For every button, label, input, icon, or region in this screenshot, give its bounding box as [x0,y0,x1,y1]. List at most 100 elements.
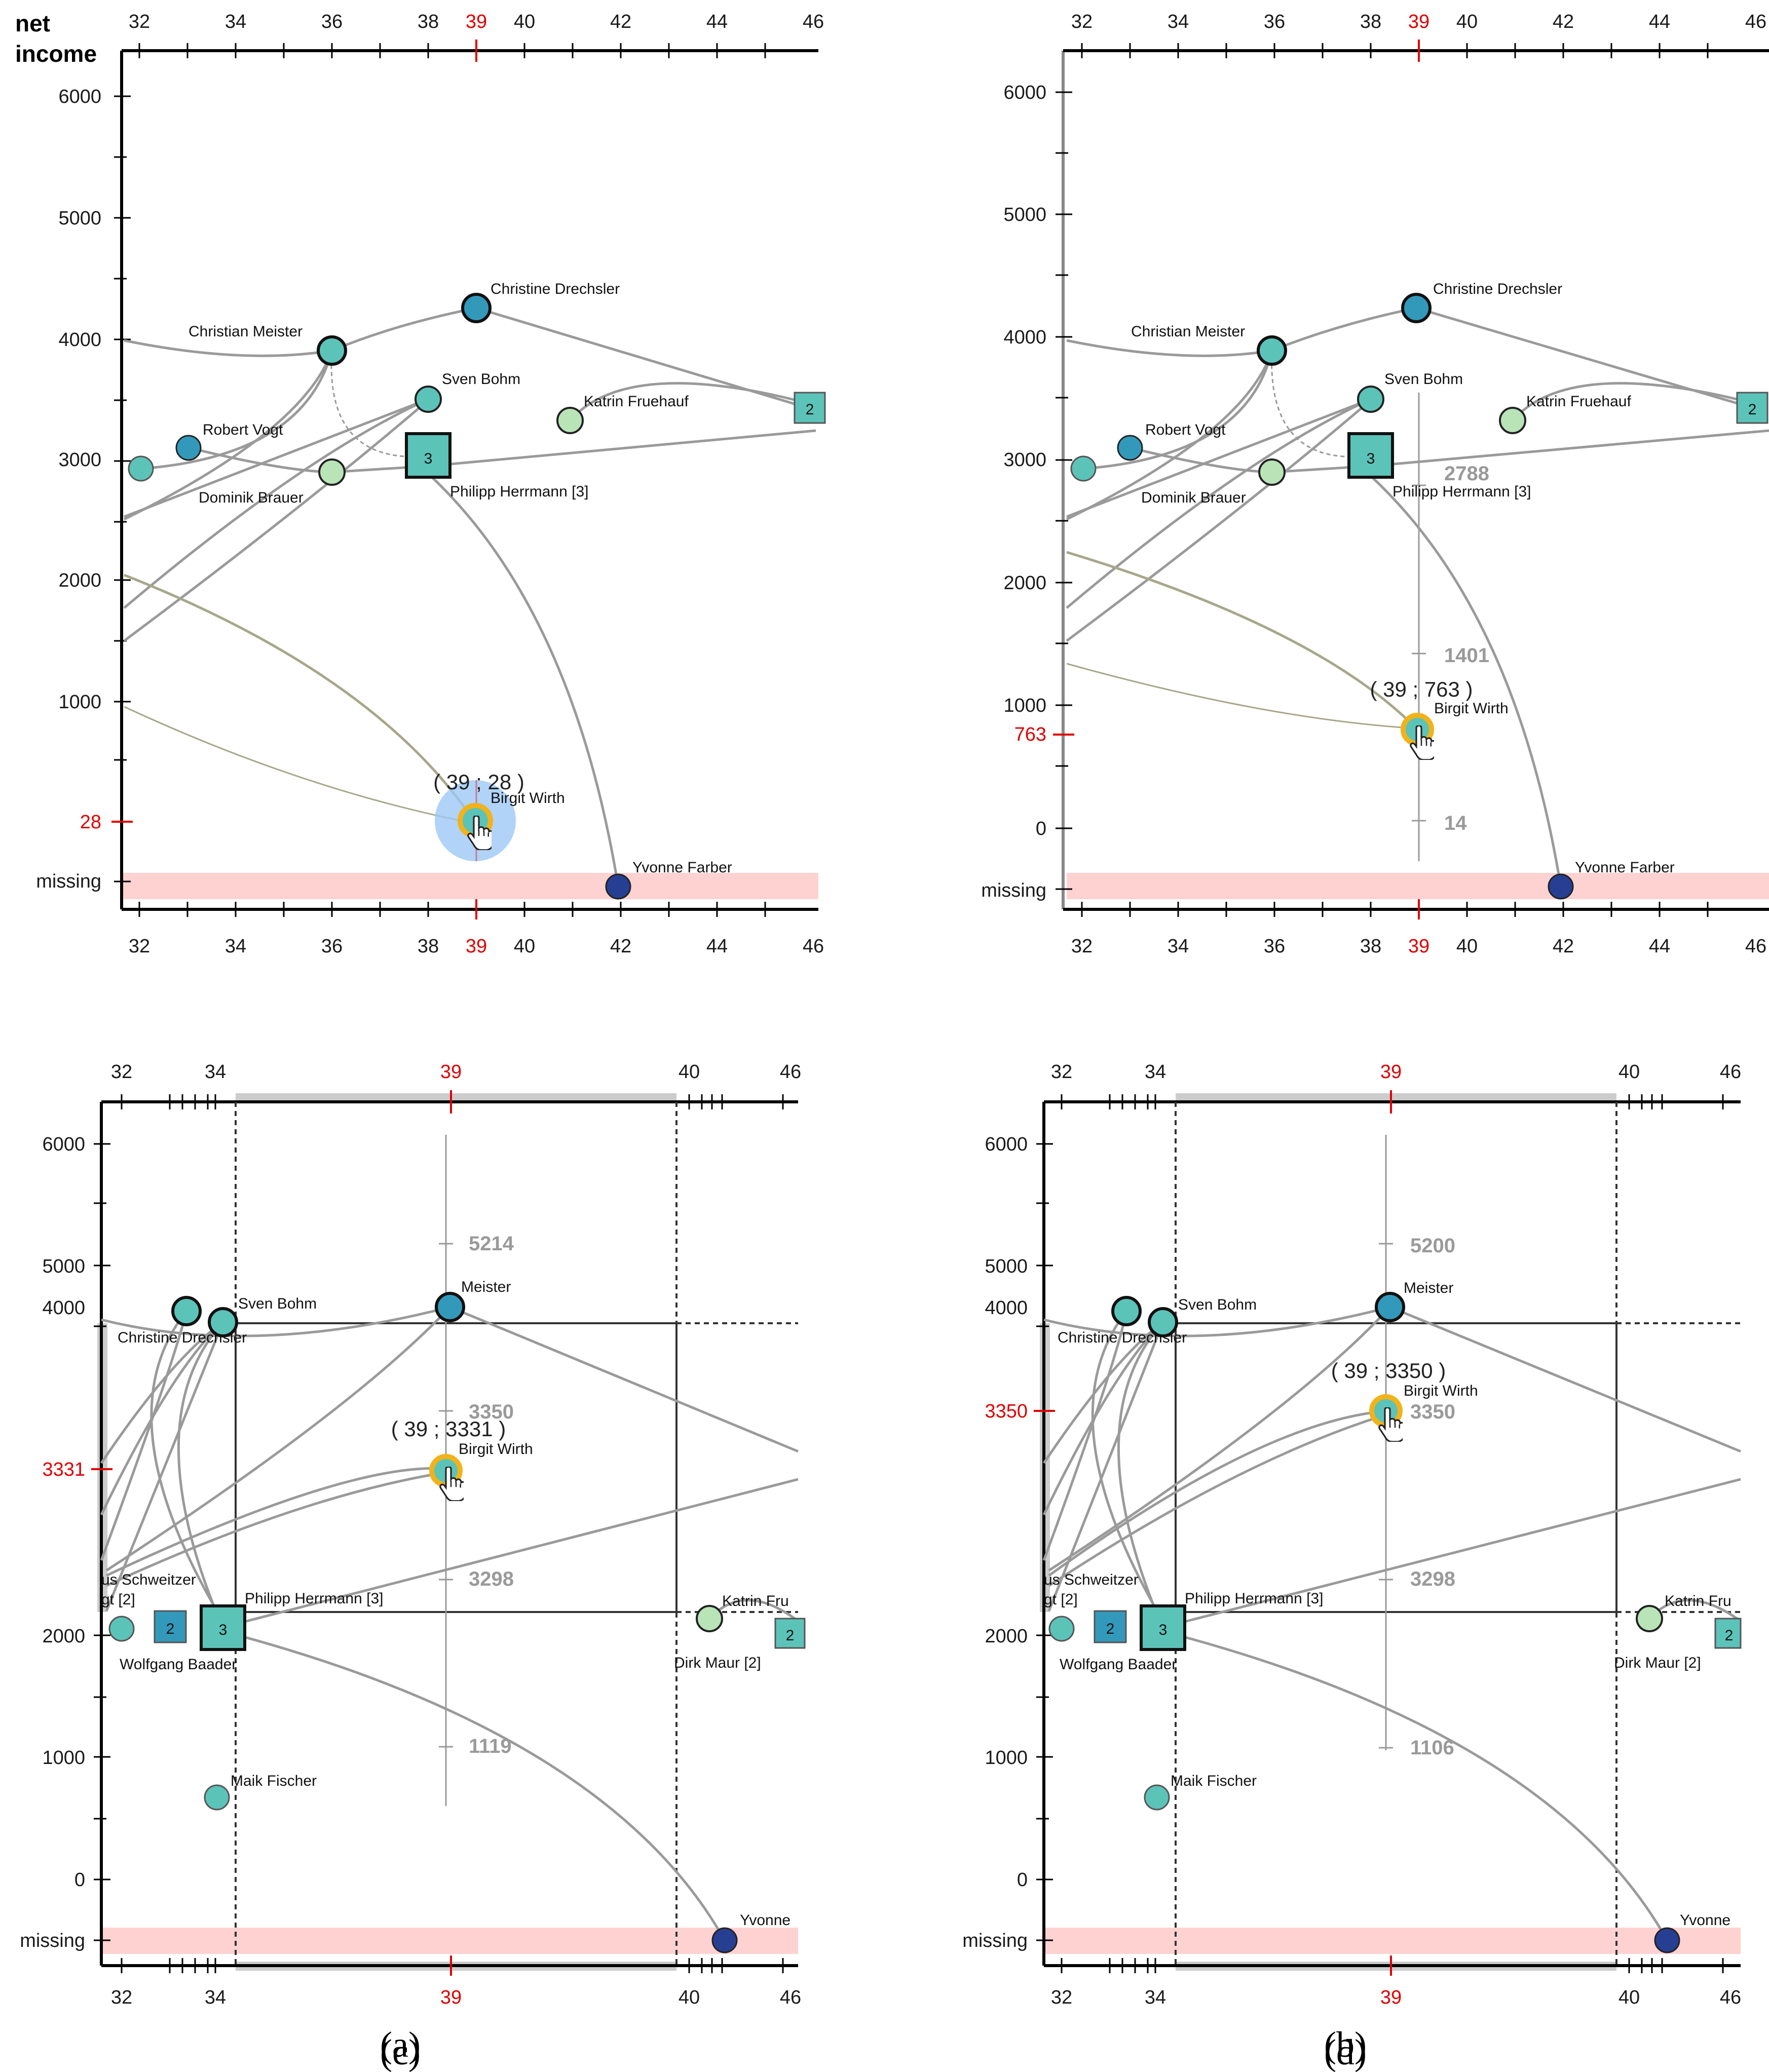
y-tick-label: missing [36,871,101,892]
node-marker[interactable] [1111,1296,1142,1326]
x-tick-label-top: 42 [1553,11,1574,32]
node-marker[interactable] [1257,335,1287,366]
y-tick-label: 3000 [1003,449,1046,471]
x-tick-label-bottom: 40 [514,936,535,957]
node-marker[interactable] [461,293,492,323]
x-tick-label-bottom: 44 [1649,936,1670,957]
x-tick-label-top: 39 [1380,1061,1402,1083]
node-label: us Schweitzer [101,1571,196,1588]
x-tick-label-top: 34 [225,11,246,32]
y-tick-label: 2000 [985,1626,1028,1647]
group-marker[interactable] [1736,392,1768,424]
node-marker[interactable] [415,386,442,413]
node-marker[interactable] [556,407,584,434]
x-tick-label-bottom: 46 [1720,1987,1741,2008]
node-marker[interactable] [1636,1605,1663,1632]
node-marker[interactable] [1499,407,1526,434]
node-marker[interactable] [108,1616,135,1642]
x-tick-label-bottom: 32 [129,936,150,957]
node-marker[interactable] [1654,1927,1680,1953]
node-marker[interactable] [171,1296,202,1326]
x-ticks-top [1061,1090,1724,1114]
node-marker[interactable] [1357,386,1384,413]
x-tick-label-top: 39 [440,1061,462,1083]
brush-box-d [1175,1102,1741,1966]
x-tick-label-bottom: 42 [1553,936,1574,957]
y-tick-label: 4000 [42,1297,85,1319]
measure-label: 14 [1444,812,1467,834]
group-marker[interactable] [1714,1618,1742,1649]
node-marker[interactable] [318,458,346,486]
group-marker[interactable] [774,1618,806,1649]
node-marker[interactable] [208,1307,238,1337]
node-label: Wolfgang Baader [120,1656,237,1673]
node-marker[interactable] [317,335,347,366]
node-marker[interactable] [1401,293,1432,323]
group-marker[interactable] [200,1604,246,1651]
group-count: 2 [806,401,814,418]
brush-box-c [235,1102,798,1966]
y-tick-label: 5000 [42,1256,85,1277]
measure-label: 3350 [469,1401,514,1423]
x-tick-label-top: 36 [1264,11,1285,32]
group-marker[interactable] [1140,1604,1186,1651]
measure-label: 5214 [469,1233,514,1255]
x-tick-label-top: 32 [1071,11,1093,32]
y-tick-label: 4000 [1003,327,1046,348]
group-marker[interactable] [154,1610,187,1643]
node-marker[interactable] [175,435,202,461]
x-tick-label-bottom: 36 [321,936,343,957]
y-tick-label: 6000 [58,86,101,107]
x-tick-label-top: 40 [1619,1061,1640,1083]
node-label: Meister [461,1279,511,1295]
panel-caption: (d) [1324,2032,1367,2072]
node-marker[interactable] [435,1292,465,1322]
group-marker[interactable] [1094,1610,1127,1643]
node-label: Birgit Wirth [491,790,565,807]
node-marker[interactable] [696,1605,723,1632]
panel-caption: (b) [1324,2024,1367,2065]
edges-a [123,306,816,887]
x-tick-label-bottom: 38 [418,936,439,957]
node-label: Birgit Wirth [459,1441,533,1457]
y-tick-label: 1000 [42,1747,85,1769]
y-ticks [1053,91,1074,890]
node-marker[interactable] [1148,1307,1178,1337]
node-marker[interactable] [204,1784,230,1811]
node-marker[interactable] [1117,435,1143,461]
group-marker[interactable] [794,392,826,424]
group-count: 2 [166,1621,175,1637]
node-marker[interactable] [1548,873,1574,900]
measure-scale-d [1379,1135,1393,1750]
y-tick-label: 28 [80,812,101,833]
node-marker[interactable] [1375,1292,1405,1322]
group-count: 2 [786,1627,795,1644]
node-label: Yvonne [1680,1912,1730,1929]
node-marker[interactable] [1070,455,1097,482]
node-label: Katrin Fru [722,1593,789,1609]
node-marker[interactable] [128,455,154,482]
y-ticks [1034,1143,1055,1941]
y-tick-label: 2000 [58,570,101,591]
x-tick-label-top: 46 [780,1061,801,1083]
y-tick-label: missing [981,880,1046,901]
node-label: Sven Bohm [442,371,520,388]
cursor-coordinate-label: ( 39 ; 3331 ) [391,1417,506,1441]
node-marker[interactable] [1144,1784,1170,1811]
x-tick-label-top: 32 [1051,1061,1072,1083]
x-tick-label-bottom: 46 [1745,936,1766,957]
x-ticks-bottom [1061,1955,1724,1976]
node-marker[interactable] [711,1927,738,1953]
measure-label: 1119 [469,1735,512,1757]
node-marker[interactable] [1048,1616,1075,1642]
node-marker[interactable] [605,873,631,900]
group-marker[interactable] [405,432,451,479]
node-marker[interactable] [1258,458,1286,486]
y-axis-title-line2: income [15,41,97,67]
x-tick-label-bottom: 34 [205,1987,226,2008]
node-label: Christian Meister [189,323,303,340]
group-marker[interactable] [1347,432,1394,479]
missing-band [101,1928,798,1954]
